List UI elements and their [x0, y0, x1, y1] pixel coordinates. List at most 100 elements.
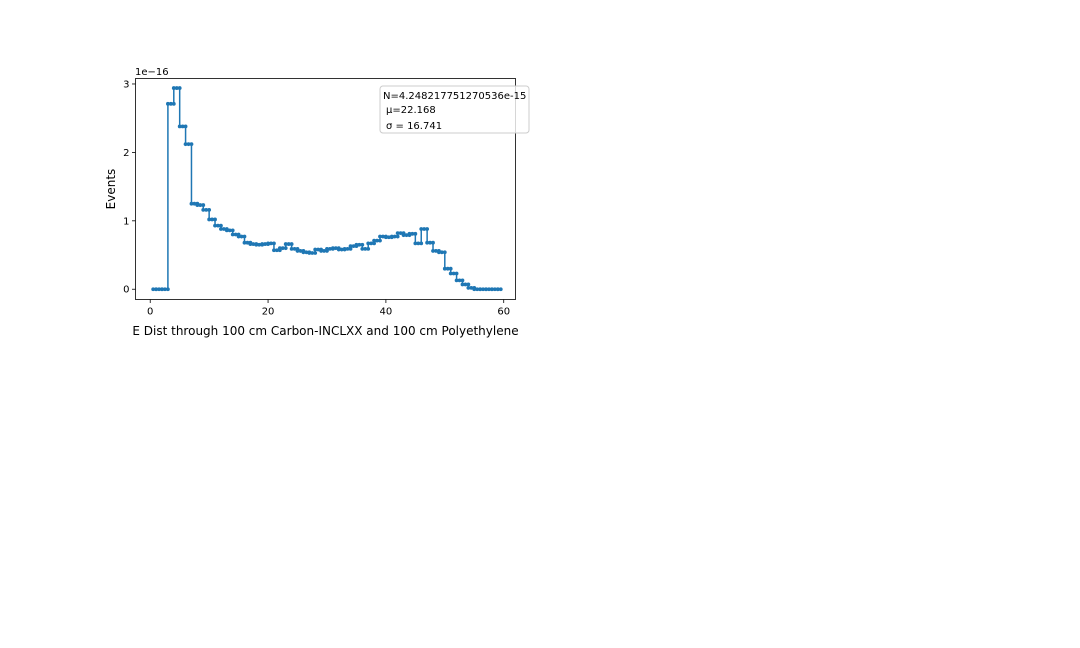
- data-point: [245, 240, 250, 245]
- data-point: [381, 234, 385, 239]
- data-point: [439, 250, 444, 255]
- data-point: [174, 86, 179, 90]
- data-point: [298, 249, 303, 253]
- data-point: [310, 251, 315, 255]
- data-point-edge: [154, 287, 159, 292]
- data-point: [392, 234, 397, 239]
- data-point: [434, 249, 438, 253]
- data-point-edge: [230, 232, 235, 237]
- data-point-edge: [207, 217, 212, 222]
- data-point: [221, 227, 226, 231]
- data-point-edge: [460, 278, 465, 283]
- data-point: [333, 246, 338, 251]
- data-point: [386, 235, 391, 240]
- data-point-edge: [183, 142, 188, 147]
- data-point-edge: [213, 217, 217, 222]
- data-point-edge: [413, 241, 418, 246]
- data-point-edge: [207, 207, 212, 212]
- data-point-edge: [348, 246, 353, 251]
- data-point-edge: [378, 234, 382, 239]
- data-point-edge: [336, 247, 341, 252]
- data-point: [410, 231, 415, 236]
- series-events: [151, 86, 503, 292]
- data-point-edge: [330, 246, 335, 251]
- x-axis-label: E Dist through 100 cm Carbon-INCLXX and …: [132, 324, 518, 338]
- data-point-edge: [425, 240, 430, 245]
- data-point: [357, 242, 362, 247]
- data-point-edge: [266, 241, 270, 246]
- data-point-edge: [478, 287, 483, 292]
- data-point-edge: [219, 227, 223, 231]
- x-axis-ticks: 0 20 40 60: [147, 299, 510, 318]
- x-tick-label: 0: [147, 307, 153, 318]
- data-point-edge: [289, 246, 294, 251]
- data-point-edge: [183, 124, 188, 129]
- data-point-edge: [360, 242, 365, 247]
- data-point-edge: [448, 271, 453, 276]
- data-point: [322, 249, 326, 253]
- data-point-edge: [201, 207, 206, 212]
- data-point-edge: [466, 282, 471, 287]
- data-point: [269, 241, 273, 246]
- data-point-edge: [283, 242, 288, 246]
- y-offset-label: 1e−16: [135, 67, 169, 78]
- stats-legend-frame: [379, 85, 530, 134]
- data-point-edge: [360, 246, 365, 251]
- data-point: [286, 242, 291, 246]
- data-point: [498, 287, 503, 292]
- data-point: [375, 238, 379, 243]
- data-point-edge: [366, 246, 371, 251]
- data-point: [469, 285, 474, 290]
- data-point-edge: [248, 242, 253, 246]
- data-point: [463, 282, 468, 287]
- data-point-edge: [301, 250, 306, 255]
- data-point-edge: [254, 242, 259, 247]
- data-point: [369, 241, 374, 246]
- data-point: [274, 248, 279, 253]
- data-point-edge: [313, 247, 318, 252]
- data-point: [233, 232, 238, 237]
- data-point-edge: [372, 238, 377, 243]
- data-point: [251, 242, 256, 246]
- data-point: [204, 207, 209, 212]
- data-point: [186, 142, 191, 147]
- data-point-edge: [437, 250, 441, 255]
- data-point: [481, 287, 485, 292]
- data-point: [475, 287, 480, 292]
- data-point: [422, 227, 427, 231]
- data-point: [180, 124, 185, 129]
- data-point: [168, 101, 173, 106]
- stats-mu: μ=22.168: [386, 105, 436, 116]
- y-axis-label: Events: [104, 169, 118, 210]
- data-point: [198, 203, 203, 207]
- data-point: [363, 246, 368, 251]
- plot-area: [135, 78, 516, 300]
- y-axis-ticks: 0 1 2 3: [123, 79, 136, 296]
- data-point-edge: [224, 228, 229, 233]
- data-point-edge: [466, 285, 471, 290]
- data-point: [404, 233, 409, 238]
- x-tick-label: 60: [497, 307, 510, 318]
- data-point-edge: [289, 242, 294, 246]
- y-tick-label: 3: [123, 79, 129, 90]
- stats-n: N=4.248217751270536e-15: [383, 91, 526, 102]
- data-point: [157, 287, 161, 292]
- data-point-edge: [283, 246, 288, 251]
- data-point-edge: [383, 235, 388, 240]
- data-point: [257, 242, 262, 247]
- data-point: [163, 287, 167, 292]
- data-point: [487, 287, 491, 292]
- data-point-edge: [460, 282, 465, 287]
- data-point-edge: [472, 287, 477, 292]
- data-point-edge: [389, 234, 394, 239]
- data-point: [351, 244, 356, 249]
- data-point: [292, 246, 297, 251]
- data-point-edge: [395, 231, 400, 236]
- data-point: [280, 246, 285, 251]
- data-point-edge: [272, 241, 276, 246]
- data-point-edge: [277, 246, 282, 251]
- data-point: [445, 266, 450, 271]
- data-point-edge: [354, 242, 359, 247]
- data-point: [304, 250, 309, 255]
- data-point: [239, 234, 244, 239]
